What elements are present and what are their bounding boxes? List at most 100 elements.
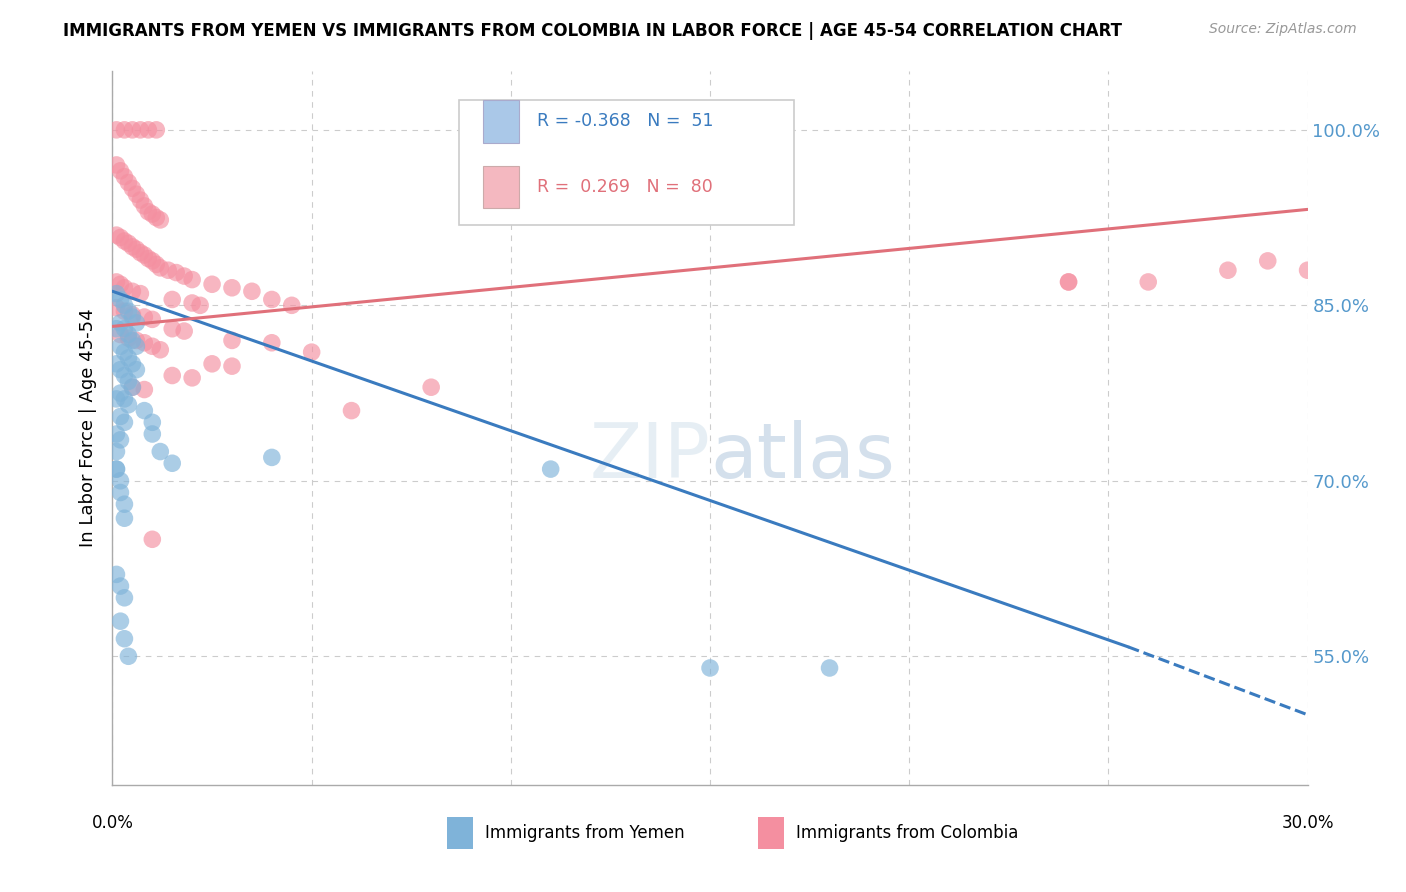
Point (134, 383, 156, 397)
Point (125, 242, 148, 256)
Point (105, 444, 128, 458)
Text: R =  0.269   N =  80: R = 0.269 N = 80 (537, 178, 713, 196)
Point (173, 324, 195, 338)
Point (145, 211, 167, 225)
Point (141, 207, 163, 221)
Point (281, 298, 304, 312)
Point (110, 614, 132, 628)
Point (340, 403, 363, 417)
Point (162, 456, 183, 470)
Point (1296, 263, 1319, 277)
Text: 30.0%: 30.0% (1281, 814, 1334, 831)
Point (125, 362, 148, 376)
Point (114, 497, 135, 511)
Point (117, 649, 139, 664)
Point (114, 632, 135, 646)
Point (117, 351, 139, 365)
Point (1257, 253, 1279, 268)
Point (149, 213, 172, 227)
Point (114, 511, 135, 525)
Point (181, 371, 204, 385)
Point (105, 567, 128, 582)
Point (141, 253, 163, 268)
Point (141, 339, 163, 353)
Point (188, 298, 211, 312)
Point (240, 285, 263, 299)
Point (105, 158, 128, 172)
Point (105, 462, 128, 476)
Point (149, 260, 172, 275)
Point (121, 380, 143, 394)
Point (105, 357, 128, 371)
Point (141, 533, 163, 547)
Point (1137, 275, 1160, 289)
Point (110, 579, 132, 593)
Point (138, 252, 160, 266)
Point (105, 322, 128, 336)
Point (125, 187, 148, 202)
Point (125, 334, 148, 348)
Point (699, 661, 721, 675)
Point (125, 316, 148, 330)
Point (1057, 275, 1080, 289)
Point (201, 277, 224, 292)
Point (114, 234, 135, 248)
Point (117, 375, 139, 389)
Point (114, 298, 135, 312)
Point (138, 123, 160, 137)
Point (110, 433, 132, 447)
Text: Source: ZipAtlas.com: Source: ZipAtlas.com (1209, 22, 1357, 37)
Point (121, 123, 143, 137)
FancyBboxPatch shape (758, 817, 785, 849)
Point (149, 444, 172, 458)
Point (117, 327, 139, 342)
Point (141, 312, 163, 326)
Text: 0.0%: 0.0% (91, 814, 134, 831)
Point (105, 286, 128, 301)
Point (114, 392, 135, 406)
Point (121, 357, 143, 371)
Point (110, 316, 132, 330)
Text: Immigrants from Colombia: Immigrants from Colombia (796, 824, 1018, 842)
Point (117, 331, 139, 345)
Point (157, 263, 180, 277)
Point (129, 123, 152, 137)
Point (110, 163, 132, 178)
FancyBboxPatch shape (458, 100, 794, 225)
Point (105, 123, 128, 137)
Point (145, 123, 167, 137)
Point (110, 327, 132, 342)
Point (105, 392, 128, 406)
Point (201, 357, 224, 371)
Point (121, 285, 143, 299)
Point (129, 193, 152, 207)
FancyBboxPatch shape (447, 817, 474, 849)
Y-axis label: In Labor Force | Age 45-54: In Labor Force | Age 45-54 (79, 309, 97, 548)
Point (114, 304, 135, 318)
Point (260, 293, 283, 307)
Point (105, 275, 128, 289)
Point (110, 230, 132, 244)
Point (221, 359, 243, 373)
Point (121, 380, 143, 394)
Point (145, 257, 167, 271)
Point (420, 380, 443, 394)
Point (105, 427, 128, 442)
Text: R = -0.368   N =  51: R = -0.368 N = 51 (537, 112, 713, 130)
Text: atlas: atlas (710, 420, 894, 493)
Point (134, 310, 156, 324)
Point (149, 343, 172, 357)
Point (141, 427, 163, 442)
Point (162, 293, 183, 307)
Point (162, 322, 183, 336)
Point (110, 386, 132, 401)
Point (301, 345, 323, 359)
Point (141, 415, 163, 429)
Point (117, 176, 139, 190)
Point (818, 661, 841, 675)
Point (260, 450, 283, 465)
FancyBboxPatch shape (484, 100, 519, 143)
Point (105, 228, 128, 243)
Point (110, 362, 132, 376)
Text: Immigrants from Yemen: Immigrants from Yemen (485, 824, 685, 842)
